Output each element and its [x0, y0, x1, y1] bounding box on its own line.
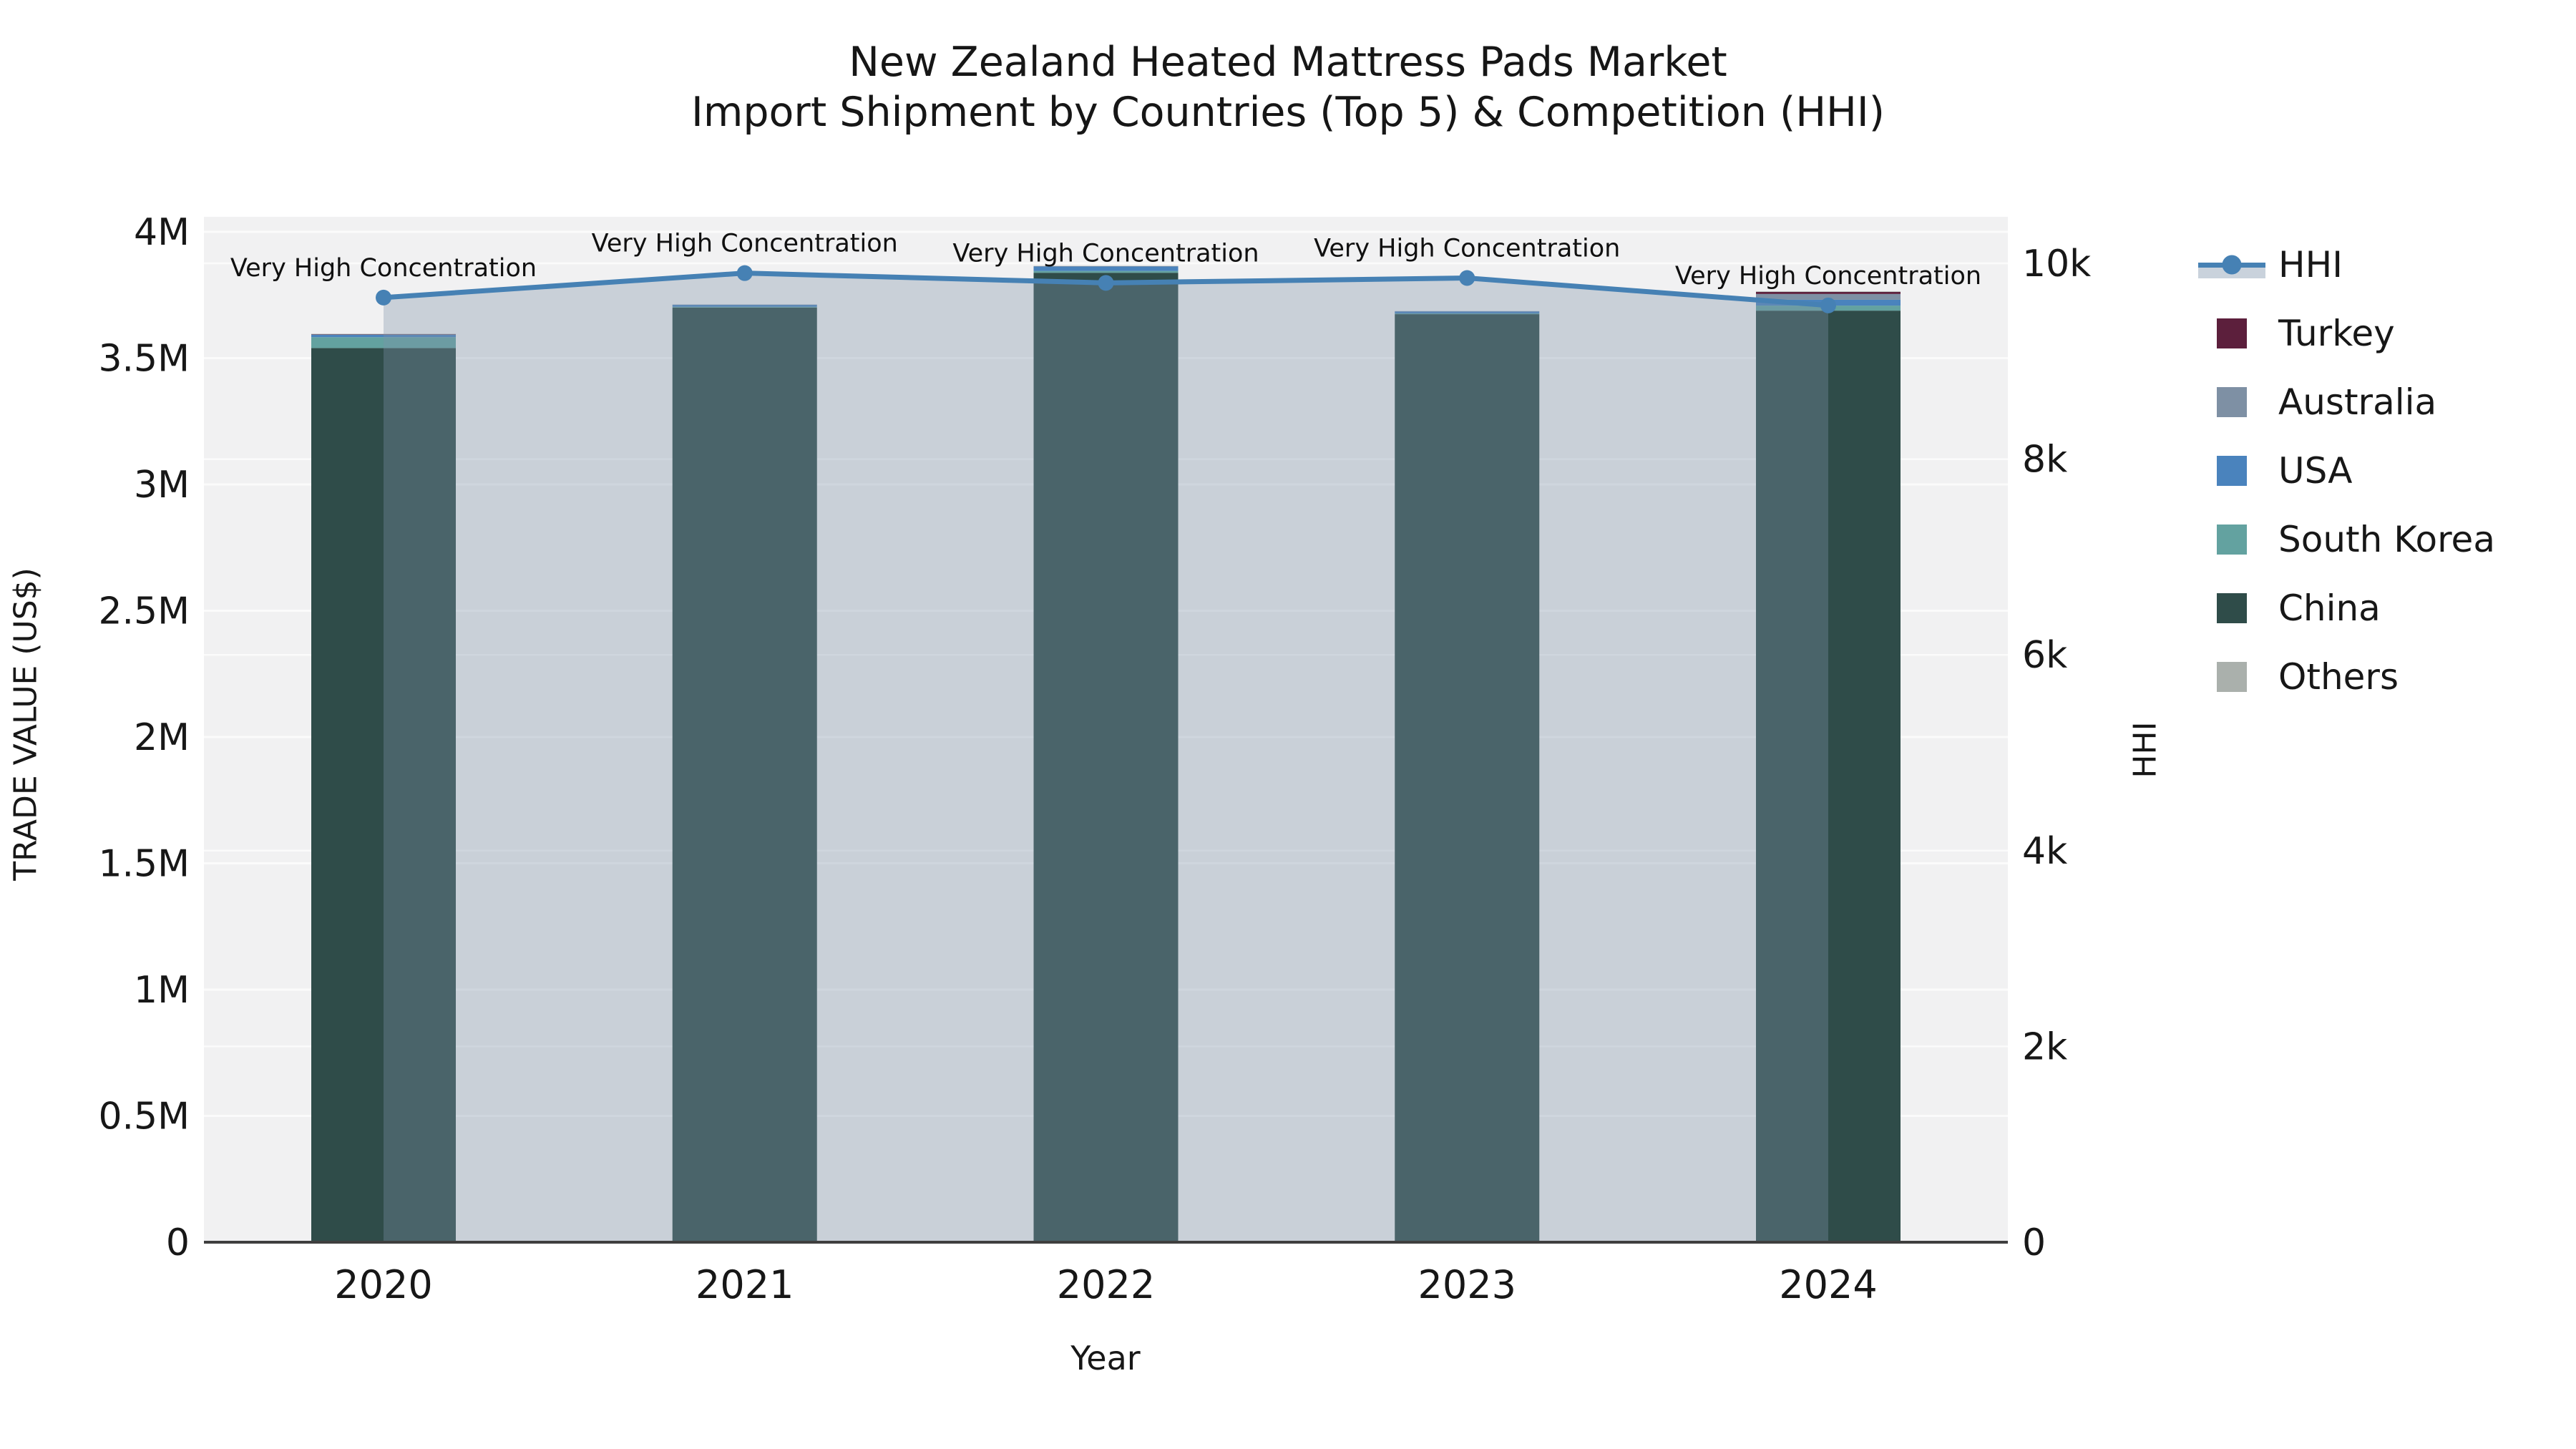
legend-color-square — [2217, 387, 2247, 417]
legend-item-usa[interactable]: USA — [2198, 436, 2495, 505]
bar-segment-australia-2023[interactable] — [1395, 311, 1540, 312]
y-left-tick-label: 3.5M — [98, 338, 190, 381]
legend-item-china[interactable]: China — [2198, 574, 2495, 643]
legend-color-square — [2217, 525, 2247, 555]
bar-segment-australia-2024[interactable] — [1756, 293, 1901, 300]
bar-segment-turkey-2020[interactable] — [311, 333, 456, 335]
y-left-tick-label: 1M — [134, 969, 190, 1012]
legend-hhi-line-icon — [2198, 230, 2278, 299]
y-right-tick-label: 10k — [2022, 243, 2091, 286]
chart-title-line2: Import Shipment by Countries (Top 5) & C… — [691, 89, 1885, 136]
legend-label-usa: USA — [2278, 450, 2353, 492]
chart-title: New Zealand Heated Mattress Pads Market … — [0, 37, 2576, 137]
bar-segment-usa-2021[interactable] — [672, 305, 817, 307]
legend: HHI Turkey Australia USA South Korea China Oth… — [2198, 230, 2495, 711]
y-left-tick-label: 4M — [134, 211, 190, 254]
bar-segment-usa-2020[interactable] — [311, 335, 456, 338]
y-left-tick-label: 2M — [134, 716, 190, 759]
y-right-tick-label: 0 — [2022, 1221, 2046, 1264]
x-tick-label-2020: 2020 — [334, 1262, 432, 1307]
legend-color-square — [2217, 318, 2247, 348]
bar-segment-china-2021[interactable] — [672, 307, 817, 1242]
bar-segment-south-korea-2023[interactable] — [1395, 313, 1540, 315]
legend-swatch-australia-icon — [2198, 368, 2278, 436]
annotation-2022: Very High Concentration — [952, 239, 1259, 268]
bar-segment-china-2023[interactable] — [1395, 314, 1540, 1242]
annotation-2024: Very High Concentration — [1675, 262, 1981, 291]
y-left-tick-label: 2.5M — [98, 590, 190, 633]
annotation-2021: Very High Concentration — [592, 230, 898, 258]
legend-item-turkey[interactable]: Turkey — [2198, 299, 2495, 368]
hhi-marker-2024[interactable] — [1820, 297, 1836, 313]
y-right-tick-label: 8k — [2022, 439, 2067, 482]
bar-segment-others-2020[interactable] — [311, 333, 456, 335]
legend-swatch-usa-icon — [2198, 436, 2278, 505]
x-tick-label-2024: 2024 — [1779, 1262, 1877, 1307]
legend-swatch-others-icon — [2198, 643, 2278, 711]
y-left-tick-label: 0.5M — [98, 1096, 190, 1138]
bar-segment-china-2022[interactable] — [1033, 273, 1179, 1242]
legend-label-china: China — [2278, 587, 2381, 629]
bar-segment-china-2020[interactable] — [311, 348, 456, 1242]
bar-segment-others-2022[interactable] — [1033, 265, 1179, 267]
legend-label-australia: Australia — [2278, 381, 2437, 423]
bar-segment-usa-2023[interactable] — [1395, 311, 1540, 314]
legend-item-australia[interactable]: Australia — [2198, 368, 2495, 436]
annotation-2020: Very High Concentration — [230, 254, 537, 283]
y-right-tick-label: 2k — [2022, 1025, 2067, 1068]
legend-color-square — [2217, 662, 2247, 692]
x-tick-label-2021: 2021 — [696, 1262, 794, 1307]
hhi-marker-2022[interactable] — [1098, 275, 1114, 291]
bar-segment-australia-2022[interactable] — [1033, 266, 1179, 267]
y-left-tick-label: 0 — [166, 1221, 190, 1264]
legend-swatch-south-korea-icon — [2198, 505, 2278, 574]
annotation-2023: Very High Concentration — [1314, 235, 1620, 263]
bar-segment-south-korea-2022[interactable] — [1033, 270, 1179, 273]
legend-label-hhi: HHI — [2278, 244, 2343, 286]
x-tick-label-2022: 2022 — [1057, 1262, 1155, 1307]
y-left-tick-label: 1.5M — [98, 843, 190, 886]
bar-segment-australia-2020[interactable] — [311, 334, 456, 336]
legend-swatch-china-icon — [2198, 574, 2278, 643]
bar-segment-south-korea-2021[interactable] — [672, 306, 817, 308]
bar-segment-usa-2022[interactable] — [1033, 266, 1179, 271]
x-tick-label-2023: 2023 — [1418, 1262, 1516, 1307]
hhi-marker-2020[interactable] — [376, 289, 391, 306]
legend-color-square — [2217, 456, 2247, 486]
bar-segment-south-korea-2020[interactable] — [311, 337, 456, 348]
legend-color-square — [2217, 593, 2247, 623]
bar-segment-others-2024[interactable] — [1756, 291, 1901, 293]
chart-title-line1: New Zealand Heated Mattress Pads Market — [849, 39, 1727, 86]
bar-segment-china-2024[interactable] — [1756, 311, 1901, 1242]
bar-segment-turkey-2024[interactable] — [1756, 292, 1901, 294]
legend-item-south-korea[interactable]: South Korea — [2198, 505, 2495, 574]
legend-label-turkey: Turkey — [2278, 313, 2395, 354]
legend-item-others[interactable]: Others — [2198, 643, 2495, 711]
legend-swatch-turkey-icon — [2198, 299, 2278, 368]
y-right-tick-label: 4k — [2022, 830, 2067, 873]
legend-item-hhi[interactable]: HHI — [2198, 230, 2495, 299]
legend-label-south-korea: South Korea — [2278, 519, 2495, 560]
hhi-marker-2021[interactable] — [736, 265, 753, 281]
legend-label-others: Others — [2278, 656, 2399, 698]
bar-segment-australia-2021[interactable] — [672, 304, 817, 306]
x-axis-title: Year — [1070, 1339, 1141, 1377]
y-left-tick-label: 3M — [134, 464, 190, 507]
legend-hhi-marker-dot — [2222, 255, 2242, 275]
hhi-marker-2023[interactable] — [1459, 270, 1475, 286]
hhi-area-fill[interactable] — [384, 273, 1828, 1243]
y-right-tick-label: 6k — [2022, 634, 2067, 677]
